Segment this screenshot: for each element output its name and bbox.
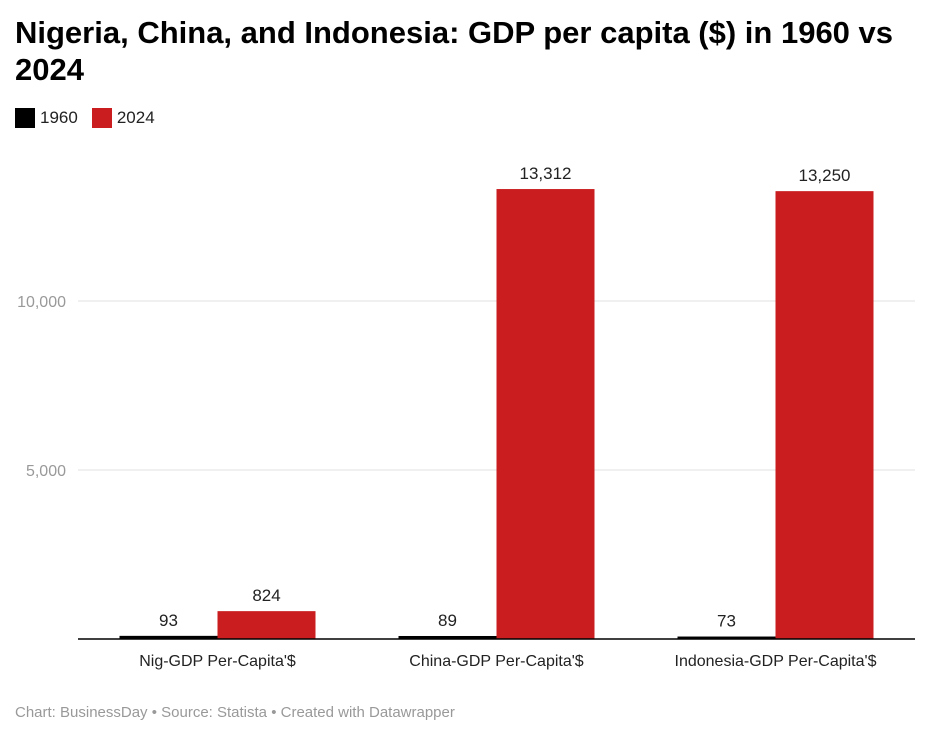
bar-1960 — [677, 636, 776, 639]
bar-chart: 5,000 10,000 93 824 Nig-GDP Per-Capita'$ 89 13… — [17, 164, 915, 670]
x-tick-label: Nig-GDP Per-Capita'$ — [139, 653, 296, 670]
y-tick-label: 10,000 — [17, 294, 66, 311]
bar-1960 — [398, 635, 497, 639]
legend-swatch-2024 — [91, 108, 112, 128]
legend-swatch-1960 — [15, 108, 35, 128]
legend-item-2024: 2024 — [91, 108, 155, 128]
legend-label-2024: 2024 — [116, 108, 155, 127]
chart-footer: Chart: BusinessDay • Source: Statista • … — [15, 704, 455, 721]
bar-2024 — [217, 611, 316, 639]
x-tick-label: Indonesia-GDP Per-Capita'$ — [675, 653, 877, 670]
legend: 1960 2024 — [15, 108, 155, 128]
legend-label-1960: 1960 — [40, 108, 78, 127]
bar-2024 — [775, 191, 874, 639]
data-label: 13,312 — [520, 164, 572, 183]
data-label: 824 — [252, 586, 280, 605]
y-tick-label: 5,000 — [26, 463, 66, 480]
data-label: 89 — [438, 611, 457, 630]
data-label: 13,250 — [799, 166, 851, 185]
data-label: 73 — [717, 612, 736, 631]
legend-item-1960: 1960 — [15, 108, 78, 128]
x-tick-label: China-GDP Per-Capita'$ — [409, 653, 583, 670]
bar-1960 — [119, 635, 218, 639]
bar-2024 — [496, 189, 595, 640]
data-label: 93 — [159, 611, 178, 630]
chart-title: Nigeria, China, and Indonesia: GDP per c… — [15, 15, 894, 87]
